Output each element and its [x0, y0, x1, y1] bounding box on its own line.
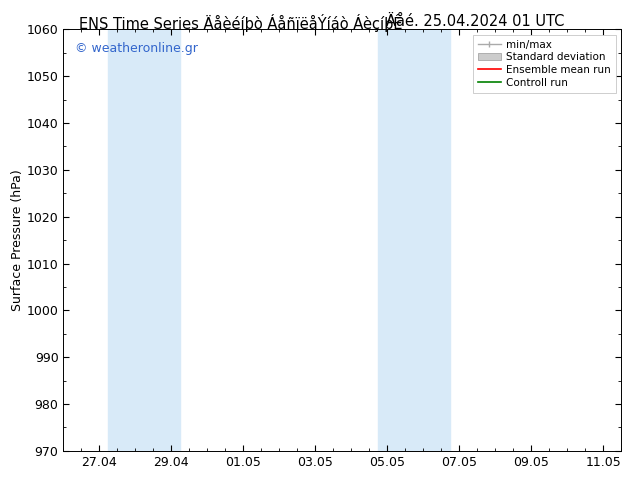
- Legend: min/max, Standard deviation, Ensemble mean run, Controll run: min/max, Standard deviation, Ensemble me…: [473, 35, 616, 93]
- Bar: [108, 29, 181, 451]
- Text: © weatheronline.gr: © weatheronline.gr: [75, 42, 197, 55]
- Y-axis label: Surface Pressure (hPa): Surface Pressure (hPa): [11, 169, 24, 311]
- Text: ENS Time Series Äåèéíþò ÁåñïëåÝíáò ÁèçíþÊ: ENS Time Series Äåèéíþò ÁåñïëåÝíáò Áèçíþ…: [79, 14, 403, 32]
- Text: Äåé. 25.04.2024 01 UTC: Äåé. 25.04.2024 01 UTC: [386, 14, 565, 29]
- Bar: [378, 29, 450, 451]
